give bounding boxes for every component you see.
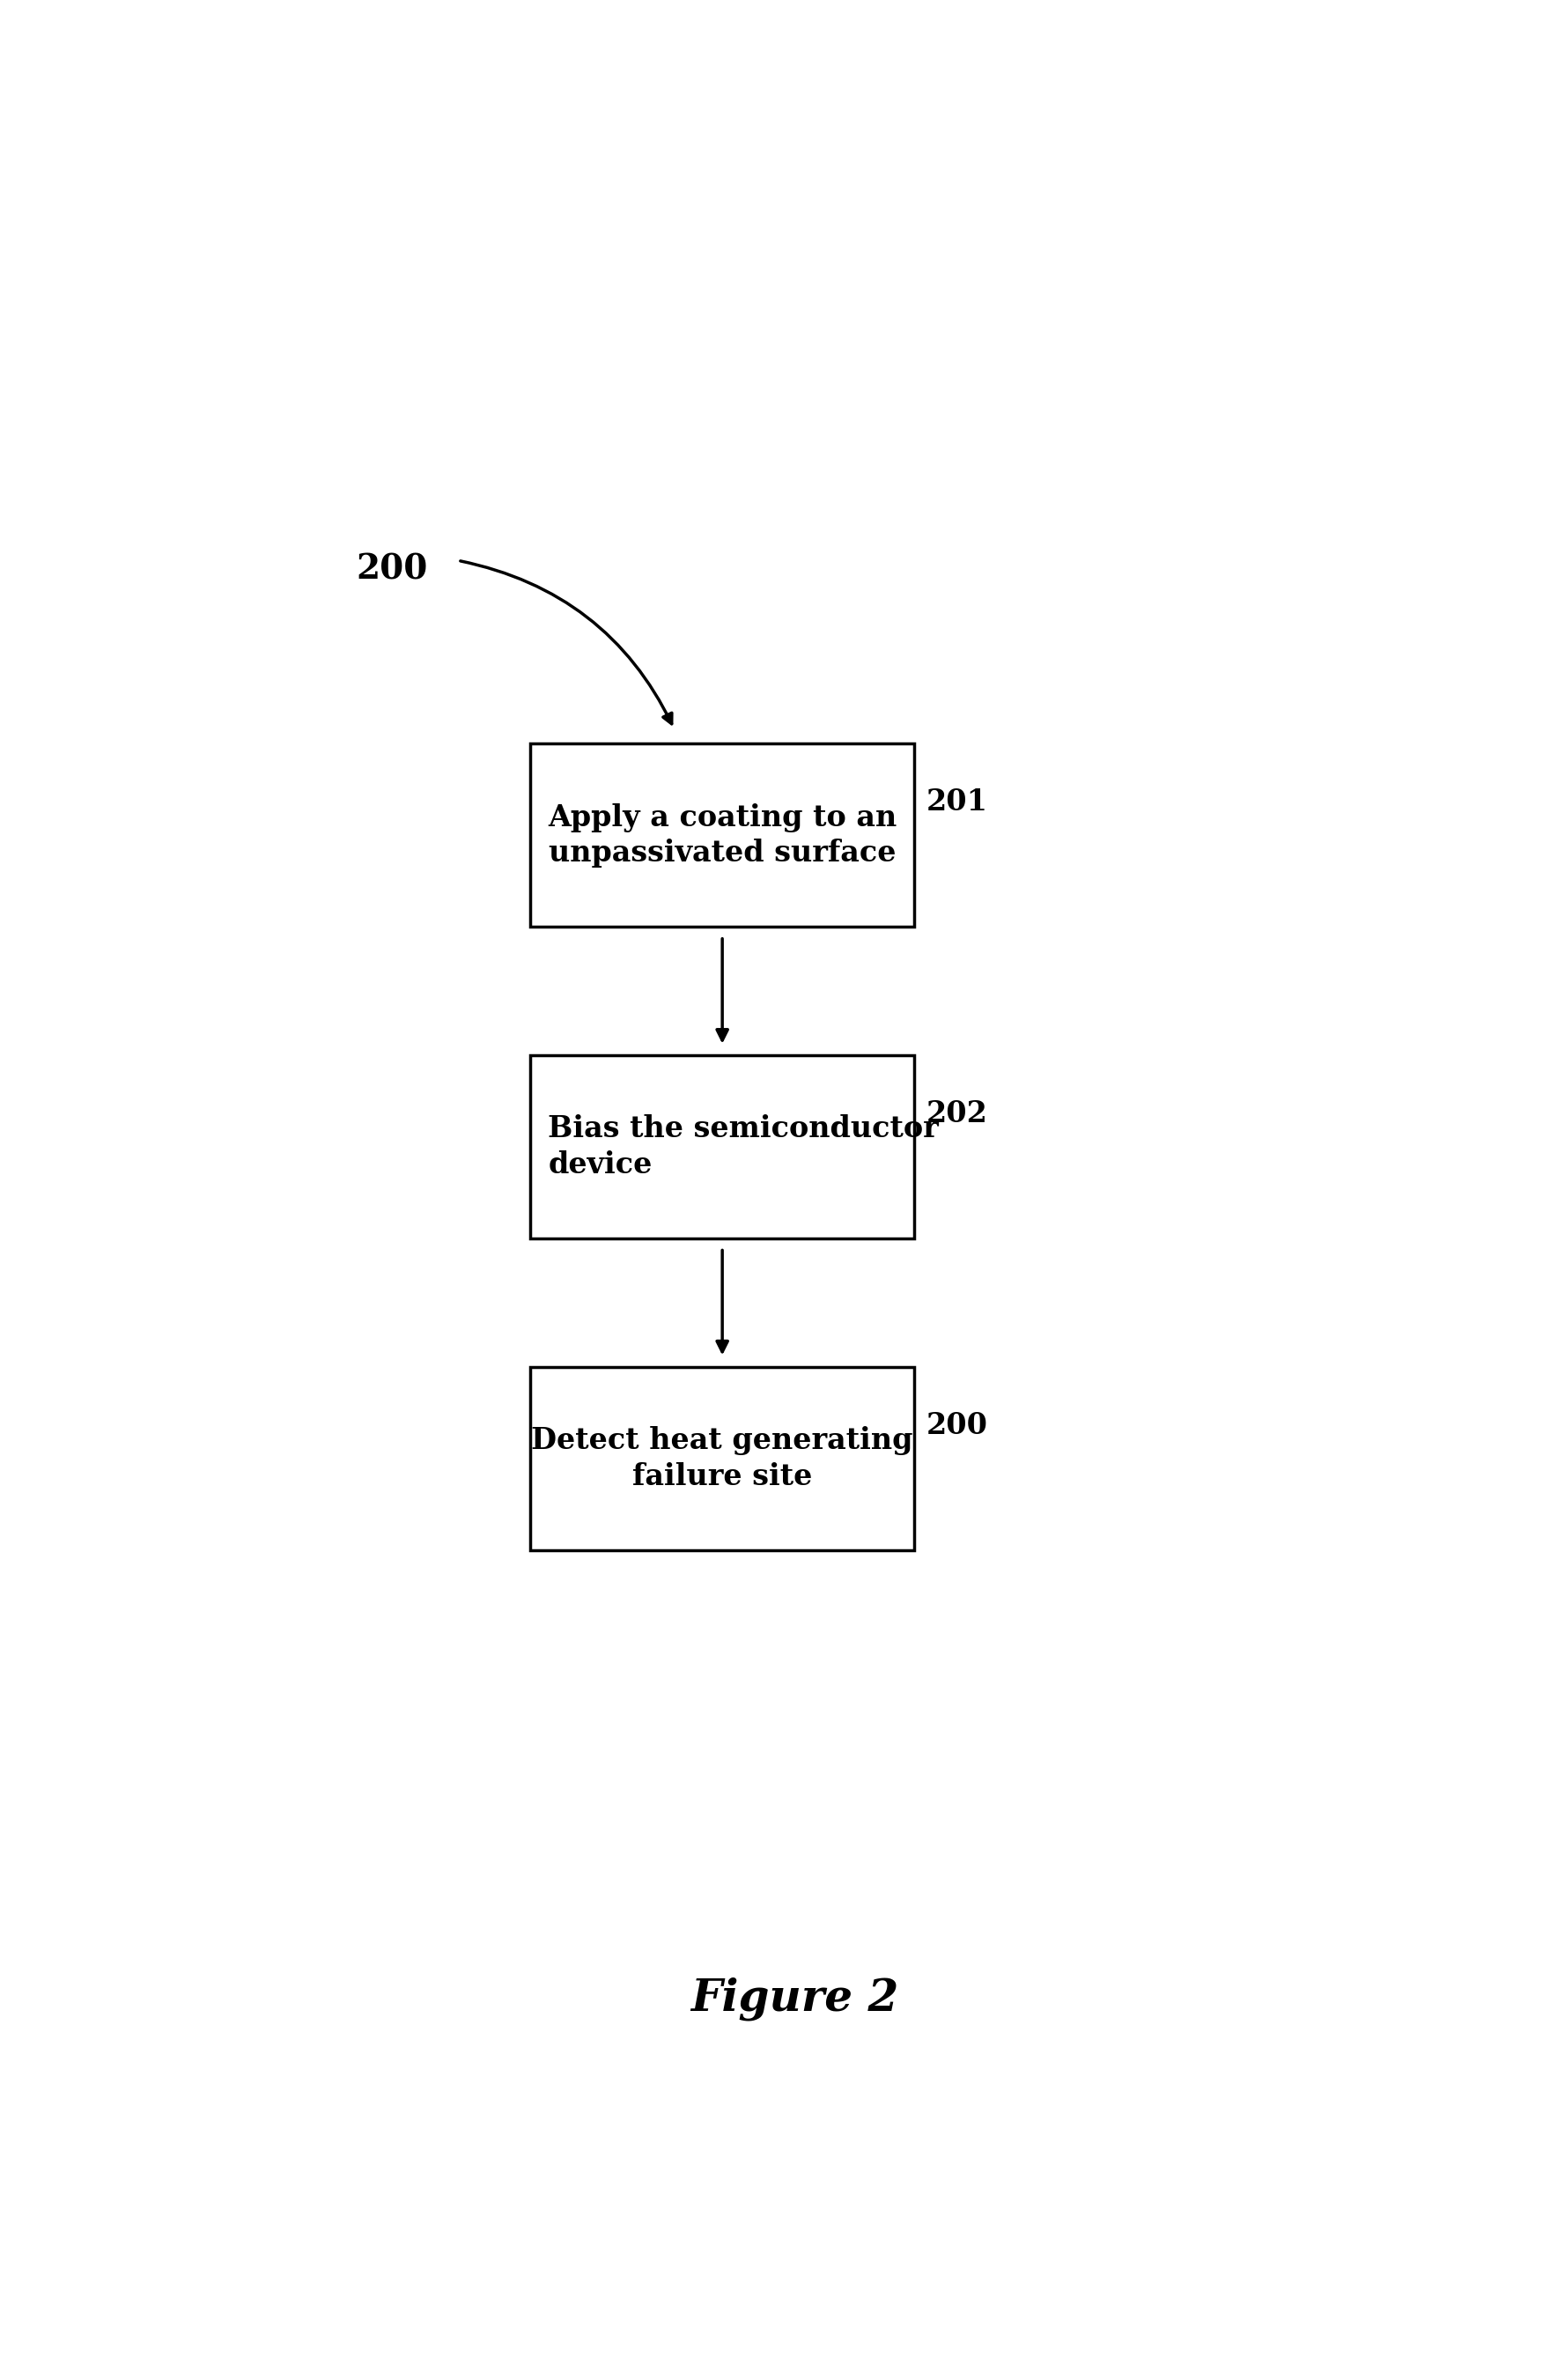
- Text: Apply a coating to an
unpassivated surface: Apply a coating to an unpassivated surfa…: [547, 802, 897, 869]
- Bar: [530, 1366, 915, 1549]
- Bar: [530, 1054, 915, 1238]
- Text: 200: 200: [927, 1411, 989, 1440]
- Text: Figure 2: Figure 2: [690, 1978, 899, 2021]
- Text: 202: 202: [927, 1100, 987, 1128]
- Text: 200: 200: [357, 552, 428, 585]
- Text: Bias the semiconductor
device: Bias the semiconductor device: [549, 1114, 939, 1180]
- Bar: [530, 743, 915, 926]
- Text: 201: 201: [927, 788, 989, 816]
- Text: Detect heat generating
failure site: Detect heat generating failure site: [532, 1426, 913, 1490]
